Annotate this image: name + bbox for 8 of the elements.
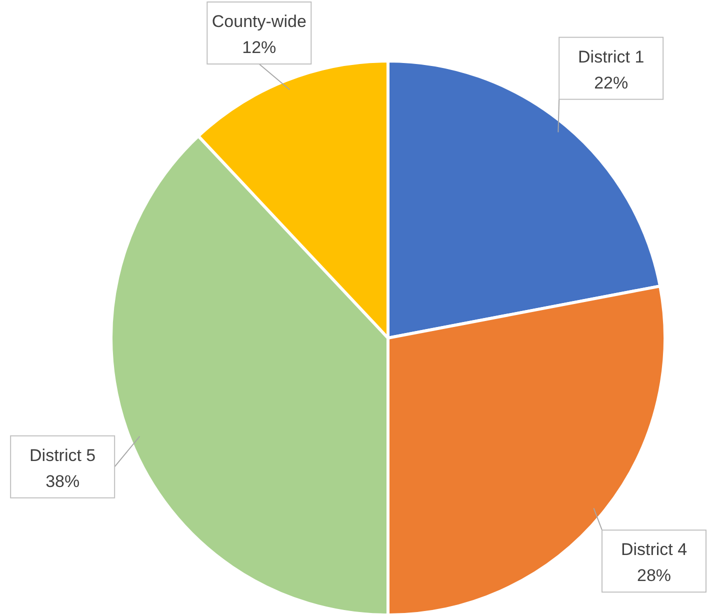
data-label: 38% bbox=[46, 472, 80, 491]
slice-label: District 5 bbox=[30, 446, 96, 465]
slice-label: District 1 bbox=[578, 47, 644, 66]
data-label: 12% bbox=[242, 38, 276, 57]
data-label: 22% bbox=[594, 73, 628, 92]
slice-label: County-wide bbox=[212, 12, 306, 31]
slice-label: District 4 bbox=[620, 540, 688, 560]
data-label: 28% bbox=[636, 566, 672, 586]
